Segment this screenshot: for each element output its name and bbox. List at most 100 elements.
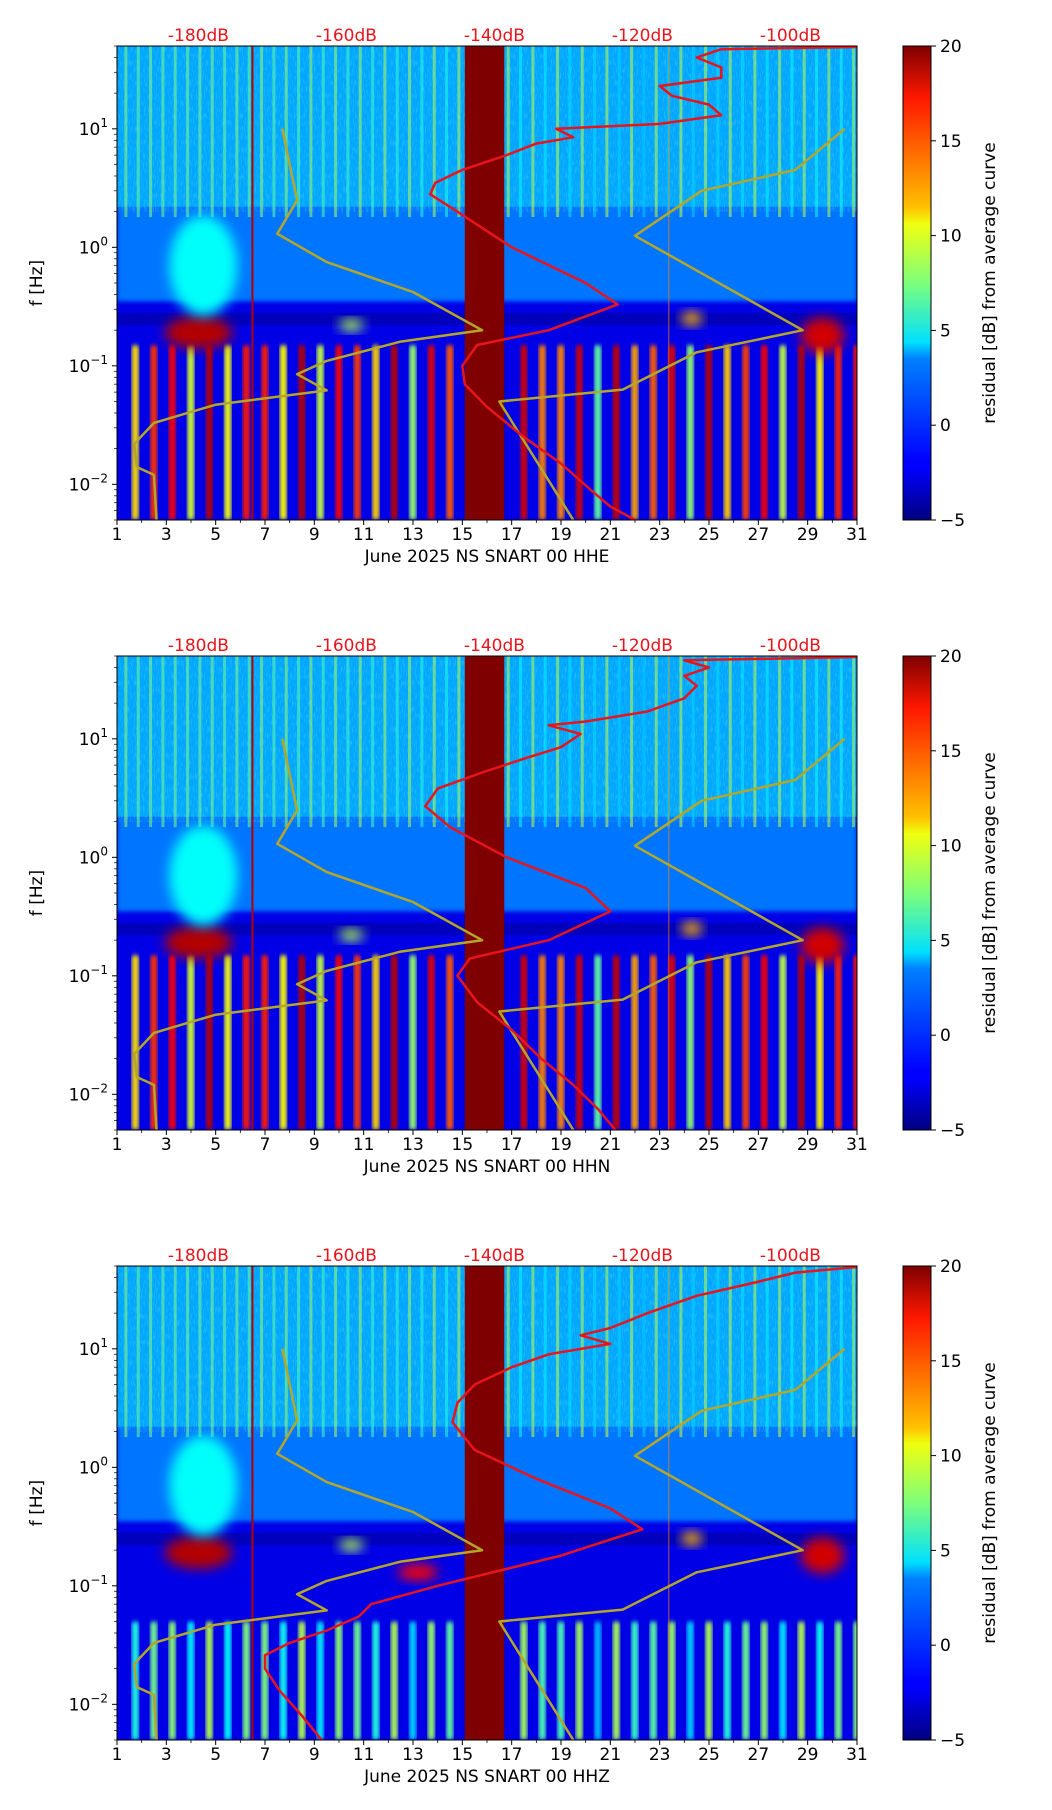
hf-streak bbox=[630, 656, 634, 828]
top-db-label: -140dB bbox=[464, 636, 525, 656]
lf-pulse bbox=[279, 954, 287, 1130]
x-axis-label: June 2025 NS SNART 00 HHZ bbox=[363, 1767, 610, 1787]
lf-pulse bbox=[668, 1621, 676, 1740]
hf-streak bbox=[371, 656, 375, 828]
spectrogram-panel-hhn: 1 3 5 7 9 11 13 15 17 19 21 23 25 27 29 3110−210−110010… bbox=[27, 636, 1000, 1177]
hf-streak bbox=[716, 46, 720, 218]
hf-streak bbox=[371, 46, 375, 218]
lf-pulse bbox=[594, 344, 602, 520]
x-tick-label: 21 bbox=[600, 1135, 622, 1155]
lf-pulse bbox=[649, 954, 657, 1130]
lf-pulse bbox=[557, 344, 565, 520]
lf-pulse bbox=[187, 954, 195, 1130]
hf-streak bbox=[136, 46, 140, 218]
colorbar-tick-label: 10 bbox=[940, 227, 962, 247]
x-tick-label: 15 bbox=[452, 525, 474, 545]
artefact-line bbox=[251, 46, 254, 520]
x-tick-label: 21 bbox=[600, 525, 622, 545]
microseism-blob bbox=[164, 316, 233, 349]
hf-streak bbox=[272, 46, 276, 218]
y-axis-label: f [Hz] bbox=[27, 260, 47, 306]
top-db-label: -180dB bbox=[168, 1246, 229, 1266]
hf-streak bbox=[815, 46, 819, 218]
y-tick-base: 10 bbox=[69, 475, 91, 495]
y-tick-exponent: −1 bbox=[90, 1573, 108, 1587]
hf-streak bbox=[716, 656, 720, 828]
colorbar-tick-label: 0 bbox=[940, 1636, 951, 1656]
x-tick-label: 23 bbox=[649, 1135, 671, 1155]
y-tick-base: 10 bbox=[69, 357, 91, 377]
plot-area bbox=[117, 656, 857, 1130]
lf-pulse bbox=[686, 344, 694, 520]
x-tick-label: 17 bbox=[501, 525, 523, 545]
lf-pulse bbox=[353, 954, 361, 1130]
colorbar-tick-label: 10 bbox=[940, 1447, 962, 1467]
lf-pulse bbox=[816, 344, 824, 520]
lf-pulse bbox=[705, 1621, 713, 1740]
microseism-blob bbox=[169, 825, 238, 926]
hf-streak bbox=[198, 46, 202, 218]
x-tick-label: 25 bbox=[698, 1135, 720, 1155]
x-tick-label: 29 bbox=[797, 1135, 819, 1155]
y-tick-exponent: −2 bbox=[90, 1691, 108, 1705]
lf-pulse bbox=[205, 344, 213, 520]
lf-pulse bbox=[205, 954, 213, 1130]
y-tick-exponent: −1 bbox=[90, 963, 108, 977]
colorbar-tick-label: −5 bbox=[940, 511, 965, 531]
y-tick-label: 101 bbox=[79, 726, 108, 750]
x-tick-label: 1 bbox=[112, 1745, 123, 1765]
hf-streak bbox=[691, 656, 695, 828]
lf-pulse bbox=[742, 954, 750, 1130]
lf-pulse bbox=[427, 1621, 435, 1740]
hf-streak bbox=[383, 1266, 387, 1438]
y-tick-base: 10 bbox=[79, 120, 101, 140]
hf-streak bbox=[358, 1266, 362, 1438]
hf-streak bbox=[395, 1266, 399, 1438]
lf-pulse bbox=[205, 1621, 213, 1740]
lf-pulse bbox=[446, 1621, 454, 1740]
colorbar-tick-label: 15 bbox=[940, 742, 962, 762]
lf-pulse bbox=[150, 344, 158, 520]
y-tick-exponent: 1 bbox=[100, 726, 108, 740]
y-tick-label: 10−1 bbox=[69, 1573, 108, 1597]
lf-pulse bbox=[538, 1621, 546, 1740]
top-db-label: -120dB bbox=[612, 26, 673, 46]
hf-streak bbox=[654, 46, 658, 218]
colorbar-label: residual [dB] from average curve bbox=[980, 1362, 1000, 1643]
lf-pulse bbox=[723, 954, 731, 1130]
lf-pulse bbox=[242, 344, 250, 520]
hf-streak bbox=[235, 656, 239, 828]
hf-streak bbox=[728, 46, 732, 218]
y-tick-base: 10 bbox=[79, 1458, 101, 1478]
hf-streak bbox=[790, 1266, 794, 1438]
lf-pulse bbox=[335, 954, 343, 1130]
lf-pulse bbox=[168, 954, 176, 1130]
hf-streak bbox=[704, 46, 708, 218]
lf-pulse bbox=[575, 954, 583, 1130]
data-gap-band bbox=[464, 46, 505, 520]
colorbar-tick-label: 20 bbox=[940, 647, 962, 667]
y-tick-label: 10−2 bbox=[69, 471, 108, 495]
hf-streak bbox=[852, 656, 856, 828]
hf-streak bbox=[395, 46, 399, 218]
microseism-blob bbox=[397, 1564, 438, 1581]
hf-streak bbox=[778, 1266, 782, 1438]
lf-pulse bbox=[427, 344, 435, 520]
lf-pulse bbox=[187, 1621, 195, 1740]
hf-streak bbox=[617, 1266, 621, 1438]
lf-pulse bbox=[705, 344, 713, 520]
microseism-blob bbox=[800, 317, 845, 354]
spectrogram-panel-hhe: 1 3 5 7 9 11 13 15 17 19 21 23 25 27 29 3110−210−110010… bbox=[27, 26, 1000, 567]
x-tick-label: 23 bbox=[649, 525, 671, 545]
lf-pulse bbox=[372, 954, 380, 1130]
y-tick-exponent: 0 bbox=[100, 1454, 108, 1468]
lf-pulse bbox=[520, 1621, 528, 1740]
lf-pulse bbox=[261, 344, 269, 520]
hf-streak bbox=[605, 46, 609, 218]
lf-pulse bbox=[298, 954, 306, 1130]
lf-pulse bbox=[779, 344, 787, 520]
x-tick-label: 29 bbox=[797, 1745, 819, 1765]
lf-pulse bbox=[649, 1621, 657, 1740]
lf-pulse bbox=[834, 344, 842, 520]
x-tick-label: 11 bbox=[353, 525, 375, 545]
